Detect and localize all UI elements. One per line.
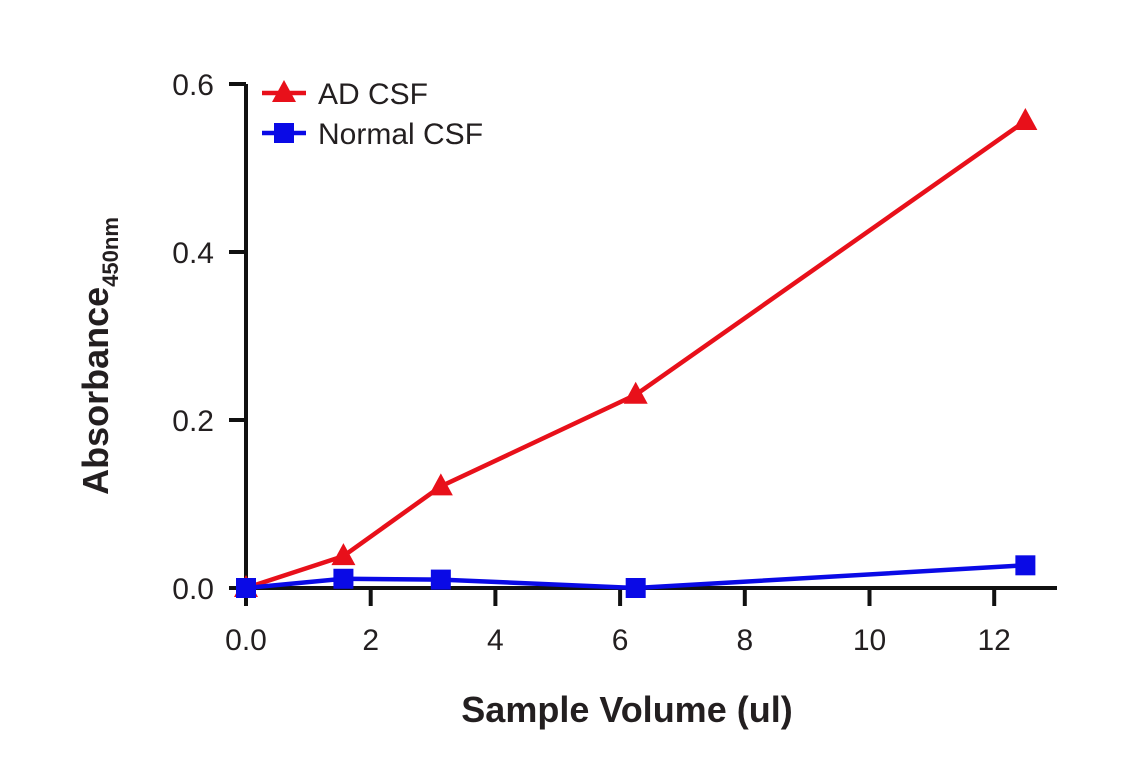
x-tick-label: 12: [978, 624, 1011, 657]
series-normal-csf: [236, 555, 1036, 598]
legend-label: Normal CSF: [318, 118, 483, 151]
series-ad-csf: [234, 107, 1038, 597]
triangle-marker: [331, 543, 356, 566]
square-marker: [274, 123, 294, 143]
y-tick-label: 0.6: [172, 69, 214, 102]
y-axis-title-main: Absorbance: [75, 287, 116, 495]
square-marker: [236, 578, 256, 598]
legend-item: Normal CSF: [262, 118, 483, 151]
legend-label: AD CSF: [318, 78, 428, 111]
series-line: [245, 119, 1027, 591]
triangle-marker: [272, 80, 296, 102]
legend: AD CSF Normal CSF: [262, 78, 483, 151]
square-marker: [430, 569, 451, 590]
x-axis-title: Sample Volume (ul): [461, 689, 792, 730]
x-tick-label: 2: [362, 624, 379, 657]
square-marker: [333, 568, 354, 589]
axes: 0.0 2 4 6 8 10 12 0.0 0.2 0.4 0.6: [172, 69, 1057, 657]
triangle-marker: [623, 381, 648, 404]
triangle-marker: [428, 473, 453, 496]
series-group: [234, 107, 1038, 598]
x-tick-label: 6: [612, 624, 629, 657]
triangle-marker: [1013, 107, 1038, 130]
x-tick-label: 10: [853, 624, 886, 657]
x-tick-label: 8: [736, 624, 753, 657]
square-marker: [1015, 555, 1036, 576]
y-tick-label: 0.4: [172, 237, 214, 270]
legend-item: AD CSF: [262, 78, 428, 111]
x-tick-label: 0.0: [225, 624, 267, 657]
y-tick-label: 0.0: [172, 573, 214, 606]
square-marker: [625, 578, 646, 598]
y-tick-label: 0.2: [172, 405, 214, 438]
y-axis-title-subscript: 450nm: [98, 217, 123, 287]
y-axis-title: Absorbance450nm: [75, 217, 123, 495]
x-tick-label: 4: [487, 624, 504, 657]
